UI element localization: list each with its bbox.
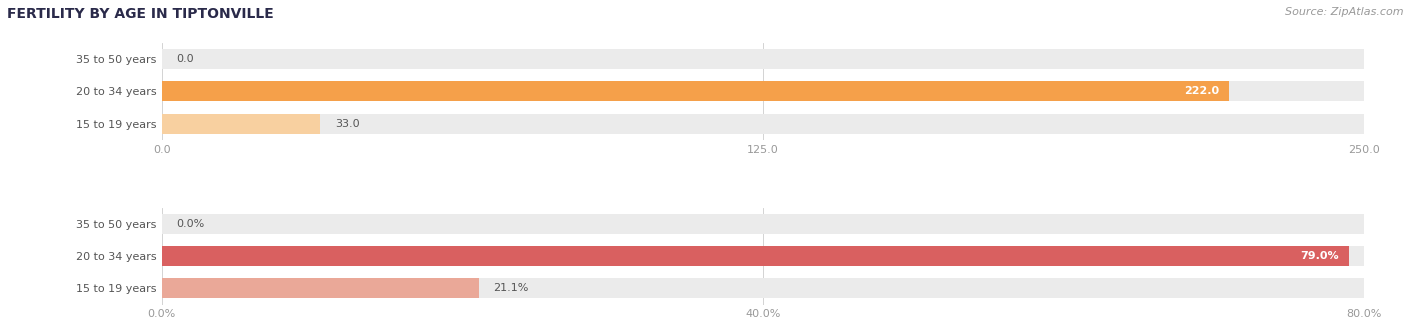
Bar (162, 246, 1348, 266)
Text: 0.0%: 0.0% (176, 219, 204, 229)
Text: Source: ZipAtlas.com: Source: ZipAtlas.com (1285, 7, 1403, 17)
Text: 33.0: 33.0 (335, 119, 360, 129)
Text: FERTILITY BY AGE IN TIPTONVILLE: FERTILITY BY AGE IN TIPTONVILLE (7, 7, 274, 21)
Bar (162, 114, 1364, 134)
Bar (162, 214, 1364, 234)
Bar (162, 246, 1364, 266)
Text: 0.0: 0.0 (176, 54, 194, 64)
Bar (162, 49, 1364, 69)
Bar (162, 81, 1229, 102)
Text: 21.1%: 21.1% (494, 283, 529, 293)
Bar (162, 114, 321, 134)
Bar (162, 278, 479, 298)
Bar (162, 81, 1364, 102)
Text: 79.0%: 79.0% (1301, 251, 1339, 261)
Text: 222.0: 222.0 (1184, 86, 1219, 96)
Bar (162, 278, 1364, 298)
